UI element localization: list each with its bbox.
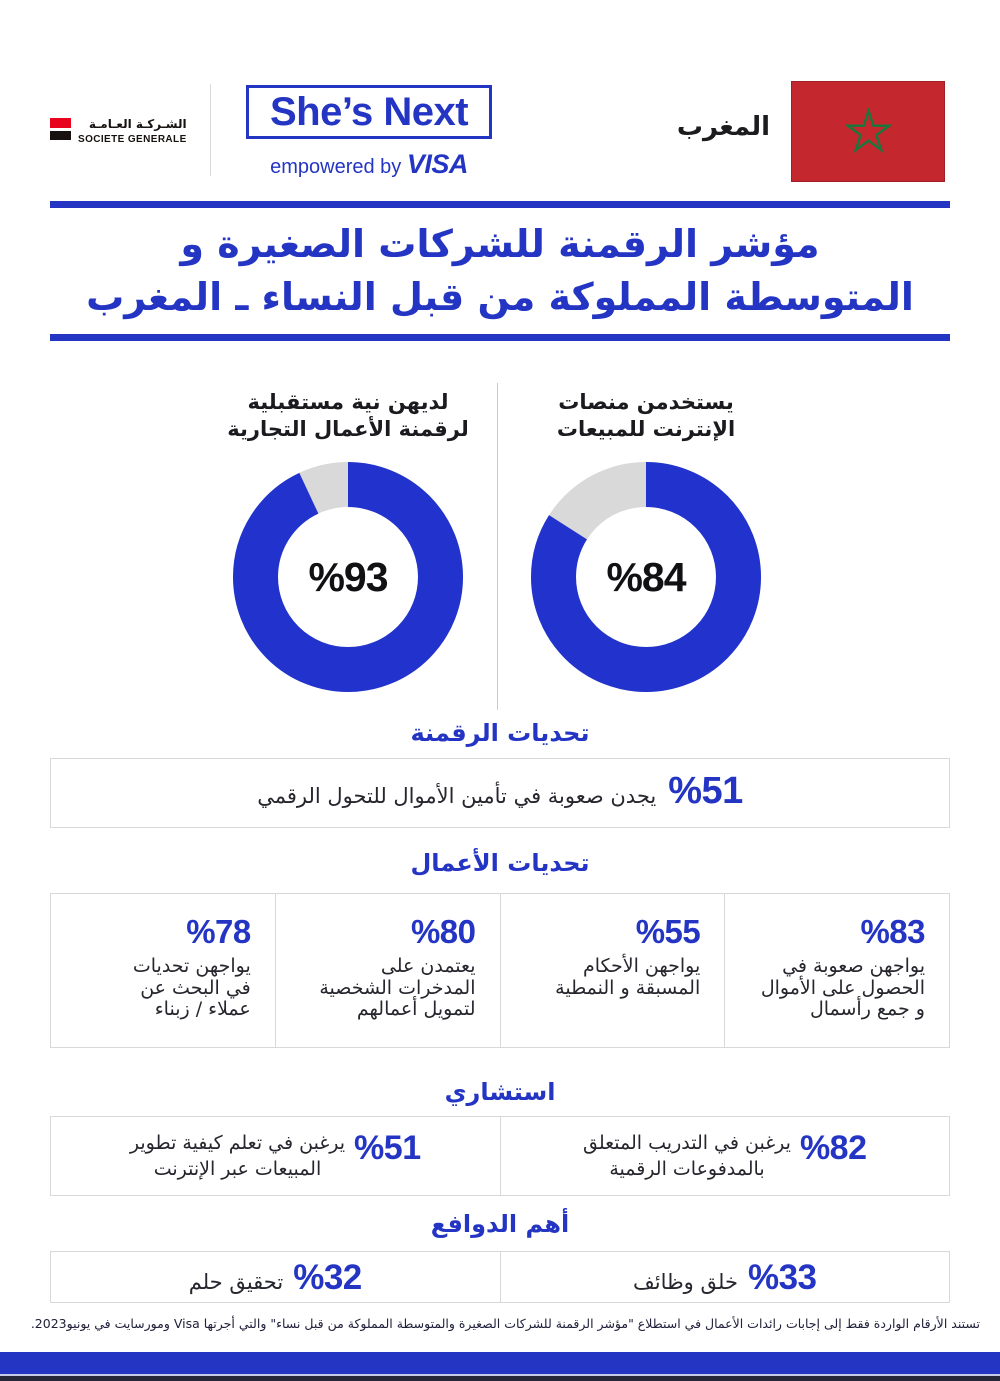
footnote: تستند الأرقام الواردة فقط إلى إجابات رائ… (30, 1316, 980, 1331)
motivations-box: %33 خلق وظائف %32 تحقيق حلم (50, 1251, 950, 1303)
business-stat-80: %80 يعتمدن على المدخرات الشخصية لتمويل أ… (274, 894, 500, 1047)
title-block: مؤشر الرقمنة للشركات الصغيرة و المتوسطة … (50, 201, 950, 341)
stat-value-82: %82 (799, 1129, 867, 1167)
stat-value-32: %32 (293, 1258, 362, 1297)
stat-value-83: %83 (860, 913, 925, 950)
advisory-stat-51: %51 يرغبن في تعلم كيفية تطوير المبيعات ع… (51, 1117, 500, 1195)
stat-text-line: المبيعات عبر الإنترنت (153, 1158, 322, 1180)
stat-text-line: يواجهن صعوبة في (782, 955, 925, 977)
stat-text-33: خلق وظائف (632, 1270, 738, 1294)
stat-text-line: يرغبن في التدريب المتعلق (583, 1132, 791, 1154)
donut-label-line2: لرقمنة الأعمال التجارية (227, 417, 469, 441)
stat-text-line: الحصول على الأموال (760, 976, 925, 999)
societe-generale-arabic-name: الشـركـة العـامـة (88, 117, 187, 131)
bottom-bar (0, 1352, 1000, 1374)
donut-chart-online-sales: يستخدمن منصات الإنترنت للمبيعات %84 (486, 389, 806, 692)
stat-text-line: المسبقة و النمطية (555, 976, 701, 999)
shes-next-wordmark: She’s Next (269, 89, 469, 134)
donut-value-84: %84 (606, 553, 686, 600)
empowered-by-visa: empowered by VISA (246, 149, 492, 180)
donut-chart-label: يستخدمن منصات الإنترنت للمبيعات (486, 389, 806, 443)
header-divider (210, 84, 211, 176)
business-stat-55: %55 يواجهن الأحكام المسبقة و النمطية (499, 894, 725, 1047)
motivation-stat-32: %32 تحقيق حلم (51, 1252, 500, 1302)
stat-text-51: يجدن صعوبة في تأمين الأموال للتحول الرقم… (257, 784, 657, 808)
stat-text-32: تحقيق حلم (188, 1270, 284, 1294)
morocco-flag-star-icon (844, 108, 892, 154)
business-stat-78: %78 يواجهن تحديات في البحث عن عملاء / زب… (51, 894, 275, 1047)
bottom-bar-dark-edge (0, 1376, 1000, 1381)
stat-value-80: %80 (410, 913, 476, 950)
stat-text-line: يرغبن في تعلم كيفية تطوير (129, 1132, 346, 1154)
shes-next-logo-box: She’s Next (246, 85, 492, 139)
stat-text-line: بالمدفوعات الرقمية (609, 1158, 765, 1180)
morocco-flag (791, 81, 945, 182)
charts-divider (497, 383, 498, 710)
donut-chart-label: لديهن نية مستقبلية لرقمنة الأعمال التجار… (188, 389, 508, 443)
business-challenges-box: %83 يواجهن صعوبة في الحصول على الأموال و… (50, 893, 950, 1048)
stat-value-55: %55 (635, 913, 701, 950)
digitization-challenges-box: %51 يجدن صعوبة في تأمين الأموال للتحول ا… (50, 758, 950, 828)
empowered-by-label: empowered by (270, 156, 407, 178)
motivation-stat-33: %33 خلق وظائف (499, 1252, 950, 1302)
page-title: مؤشر الرقمنة للشركات الصغيرة و المتوسطة … (50, 208, 950, 334)
section-heading-digitization-challenges: تحديات الرقمنة (410, 719, 590, 747)
donut-label-line2: الإنترنت للمبيعات (556, 417, 736, 441)
stat-text-line: عملاء / زبناء (154, 998, 251, 1020)
societe-generale-latin-name: SOCIETE GENERALE (78, 134, 187, 145)
stat-value-51b: %51 (354, 1129, 421, 1167)
stat-value-33: %33 (747, 1258, 817, 1297)
donut-label-line1: لديهن نية مستقبلية (247, 390, 449, 414)
societe-generale-logo: الشـركـة العـامـة SOCIETE GENERALE (50, 118, 187, 145)
donut-93: %93 (233, 462, 463, 692)
bottom-bar-gap (0, 1374, 1000, 1376)
donut-charts-section: لديهن نية مستقبلية لرقمنة الأعمال التجار… (50, 383, 950, 710)
societe-generale-logo-icon (50, 118, 71, 140)
page-title-line2: المتوسطة المملوكة من قبل النساء ـ المغرب (86, 275, 914, 319)
stat-text-line: في البحث عن (140, 976, 251, 999)
stat-value-51: %51 (668, 770, 743, 812)
visa-wordmark: VISA (406, 149, 469, 179)
stat-text-line: المدخرات الشخصية (319, 976, 476, 999)
title-top-rule (50, 201, 950, 208)
stat-text-line: و جمع رأسمال (809, 998, 925, 1020)
country-label: المغرب (676, 112, 770, 142)
advisory-box: %82 يرغبن في التدريب المتعلق بالمدفوعات … (50, 1116, 950, 1196)
section-heading-business-challenges: تحديات الأعمال (410, 849, 590, 877)
donut-label-line1: يستخدمن منصات (558, 390, 734, 414)
donut-84: %84 (531, 462, 761, 692)
donut-value-93: %93 (308, 553, 388, 600)
donut-chart-digitize-intent: لديهن نية مستقبلية لرقمنة الأعمال التجار… (188, 389, 508, 692)
stat-text-line: يواجهن تحديات (132, 955, 251, 977)
title-bottom-rule (50, 334, 950, 341)
stat-text-line: يواجهن الأحكام (582, 955, 701, 977)
business-stat-83: %83 يواجهن صعوبة في الحصول على الأموال و… (724, 894, 949, 1047)
section-heading-motivations: أهم الدوافع (430, 1210, 570, 1238)
stat-text-line: لتمويل أعمالهم (356, 998, 476, 1020)
page-title-line1: مؤشر الرقمنة للشركات الصغيرة و (180, 222, 820, 266)
stat-value-78: %78 (186, 913, 251, 950)
advisory-stat-82: %82 يرغبن في التدريب المتعلق بالمدفوعات … (499, 1117, 950, 1195)
stat-text-line: يعتمدن على (380, 955, 476, 977)
section-heading-advisory: استشاري (444, 1078, 556, 1106)
